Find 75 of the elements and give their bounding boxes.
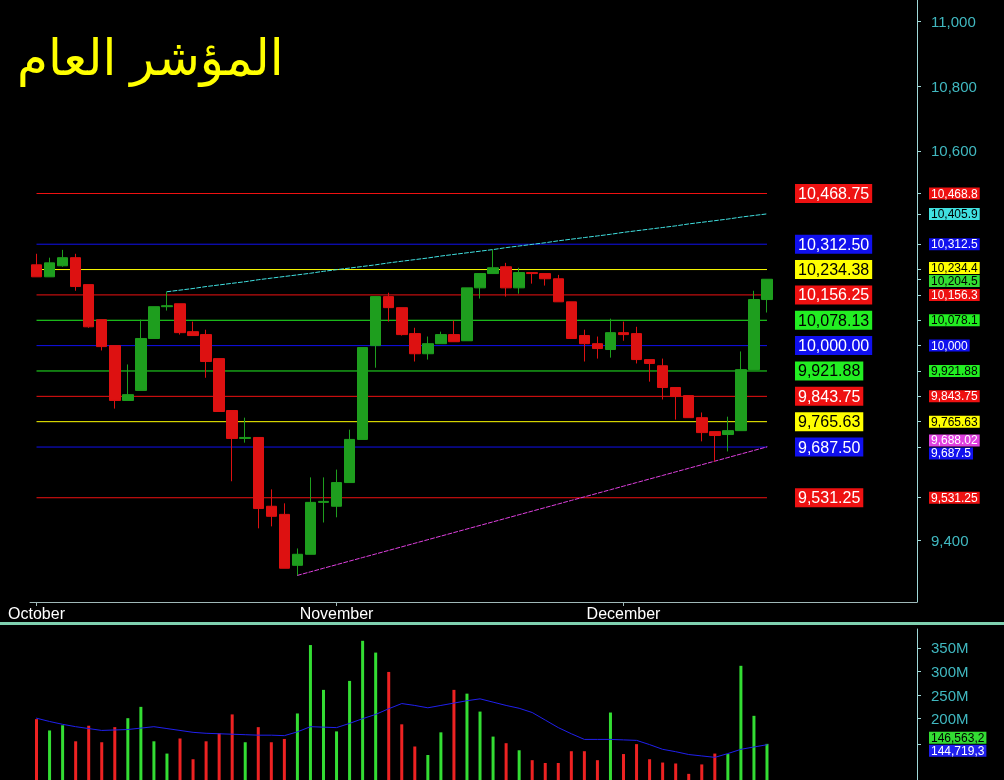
candlestick (44, 257, 55, 278)
candlestick (605, 318, 616, 359)
y-tick-label: 9,765.63 (931, 414, 979, 429)
ref-line-label: 9,921.88 (797, 362, 861, 380)
ref-line-label: 10,234.38 (797, 261, 870, 279)
y-tick-label: 10,204.5 (931, 273, 979, 288)
y-tick-label: 9,688.02 (931, 433, 979, 448)
candlestick (83, 284, 94, 329)
y-tick-label: 200M (931, 710, 969, 728)
candlestick (305, 476, 316, 555)
candlestick (318, 476, 329, 523)
y-tick-label: 10,405.9 (931, 206, 979, 221)
candlestick (383, 292, 394, 323)
candlestick (357, 347, 368, 440)
y-tick-label: 9,400 (931, 531, 969, 549)
x-tick-label: November (299, 604, 375, 622)
ref-line-label: 9,531.25 (797, 489, 861, 507)
y-tick-label: 146,563,2 (931, 730, 985, 745)
candlestick (500, 262, 512, 298)
y-tick-label: 10,156.3 (931, 287, 979, 302)
y-tick-label: 10,000 (931, 338, 969, 353)
candlestick (631, 326, 642, 364)
y-tick-label: 10,600 (931, 142, 977, 160)
x-tick-label: December (586, 604, 662, 622)
candlestick (57, 249, 68, 268)
candlestick (683, 395, 694, 419)
y-tick-label: 10,078.1 (931, 313, 979, 328)
ref-line-label: 10,312.50 (797, 235, 870, 253)
candlestick (70, 253, 81, 292)
y-tick-label: 10,234.4 (931, 260, 979, 275)
y-tick-label: 350M (931, 639, 969, 657)
line-series (166, 213, 768, 293)
ref-line-label: 9,765.63 (797, 413, 861, 431)
candlestick (513, 267, 525, 295)
candlestick (657, 358, 668, 400)
ref-line-label: 10,078.13 (797, 311, 870, 329)
y-tick-label: 9,843.75 (931, 389, 979, 404)
text: المؤشر العام (17, 30, 284, 87)
candlestick (644, 359, 655, 383)
candlestick (370, 296, 381, 369)
y-tick-label: 9,687.5 (931, 446, 972, 461)
ref-line-label: 10,000.00 (797, 337, 870, 355)
candlestick (344, 429, 355, 484)
candlestick (670, 386, 681, 421)
ref-line-label: 10,468.75 (797, 185, 870, 202)
candlestick (109, 345, 121, 410)
candlestick (553, 274, 564, 303)
candlestick (566, 301, 577, 339)
y-tick-label: 11,000 (931, 12, 976, 30)
candlestick (292, 547, 303, 576)
y-tick-label: 9,531.25 (931, 490, 979, 505)
candlestick (592, 336, 603, 360)
candlestick (618, 321, 629, 342)
candlestick (266, 488, 277, 527)
candlestick (253, 436, 264, 529)
candlestick (31, 253, 42, 278)
candlestick (279, 502, 290, 569)
candlestick (448, 320, 460, 343)
ref-line-label: 10,156.25 (797, 286, 870, 304)
y-tick-label: 300M (931, 662, 969, 680)
y-tick-label: 10,312.5 (931, 237, 979, 252)
y-tick-label: 10,468.8 (931, 186, 979, 201)
candlestick (331, 469, 342, 518)
ref-line-label: 9,687.50 (797, 438, 861, 456)
candlestick (239, 417, 251, 444)
y-tick-label: 144,719,3 (931, 743, 985, 758)
candlestick (122, 363, 134, 401)
y-tick-label: 10,800 (931, 77, 977, 95)
line-series (296, 446, 768, 576)
y-tick-label: 250M (931, 686, 969, 704)
x-tick-label: October (8, 604, 66, 622)
ref-line-label: 9,843.75 (797, 387, 861, 405)
y-tick-label: 9,921.88 (931, 363, 979, 378)
candlestick (579, 329, 590, 363)
candlestick (96, 319, 107, 351)
